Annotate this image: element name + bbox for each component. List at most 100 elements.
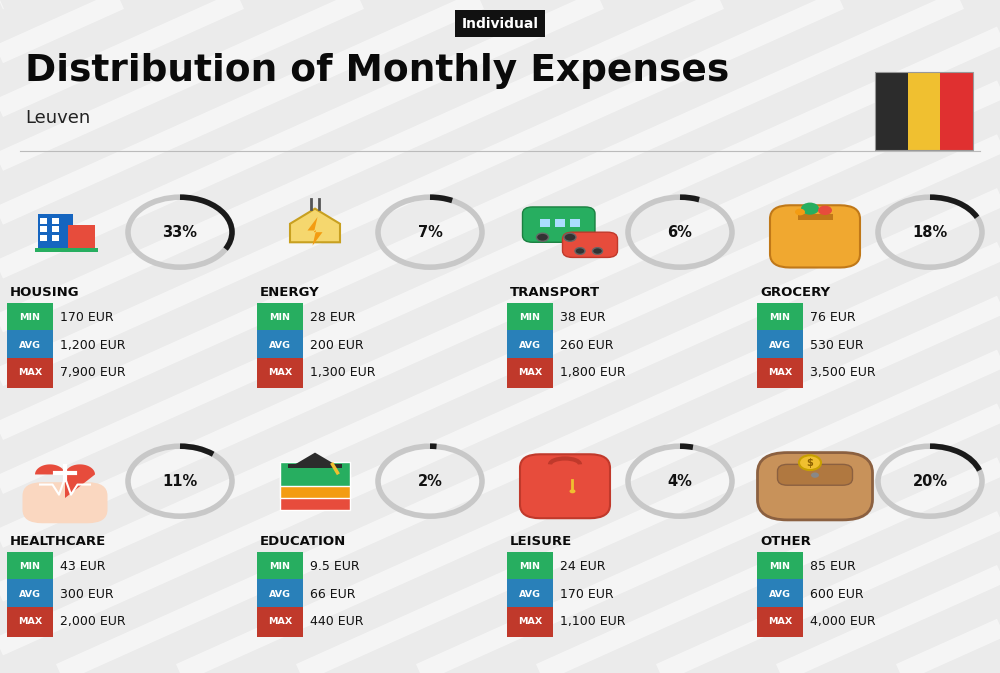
FancyBboxPatch shape: [7, 303, 53, 332]
Text: 200 EUR: 200 EUR: [310, 339, 364, 352]
Text: 4,000 EUR: 4,000 EUR: [810, 615, 876, 629]
Text: HEALTHCARE: HEALTHCARE: [10, 535, 106, 548]
Text: MIN: MIN: [270, 313, 290, 322]
Text: 38 EUR: 38 EUR: [560, 311, 606, 324]
Text: MAX: MAX: [768, 368, 792, 378]
Text: 300 EUR: 300 EUR: [60, 588, 114, 601]
FancyBboxPatch shape: [540, 219, 550, 227]
Text: 20%: 20%: [912, 474, 948, 489]
Text: 170 EUR: 170 EUR: [560, 588, 614, 601]
Text: 260 EUR: 260 EUR: [560, 339, 614, 352]
Text: AVG: AVG: [269, 590, 291, 599]
Text: MAX: MAX: [268, 368, 292, 378]
Text: MIN: MIN: [19, 313, 40, 322]
Text: AVG: AVG: [519, 341, 541, 350]
FancyBboxPatch shape: [257, 552, 303, 581]
Polygon shape: [290, 209, 340, 242]
Circle shape: [795, 209, 805, 215]
Text: MAX: MAX: [768, 617, 792, 627]
FancyBboxPatch shape: [22, 482, 108, 524]
Text: 11%: 11%: [162, 474, 198, 489]
FancyBboxPatch shape: [280, 474, 350, 498]
Text: 7%: 7%: [418, 225, 442, 240]
Text: AVG: AVG: [769, 590, 791, 599]
Circle shape: [801, 203, 819, 215]
FancyBboxPatch shape: [522, 207, 595, 242]
FancyBboxPatch shape: [7, 607, 53, 637]
Text: 76 EUR: 76 EUR: [810, 311, 856, 324]
Text: AVG: AVG: [269, 341, 291, 350]
Text: AVG: AVG: [519, 590, 541, 599]
FancyBboxPatch shape: [757, 358, 803, 388]
FancyBboxPatch shape: [757, 607, 803, 637]
Text: ENERGY: ENERGY: [260, 286, 320, 299]
Text: MIN: MIN: [770, 562, 790, 571]
Text: MAX: MAX: [18, 368, 42, 378]
Text: MAX: MAX: [518, 617, 542, 627]
Text: 3,500 EUR: 3,500 EUR: [810, 366, 876, 380]
FancyBboxPatch shape: [280, 485, 350, 510]
FancyBboxPatch shape: [507, 552, 553, 581]
Circle shape: [564, 233, 576, 242]
Text: MAX: MAX: [268, 617, 292, 627]
Text: Leuven: Leuven: [25, 109, 90, 127]
FancyBboxPatch shape: [757, 552, 803, 581]
FancyBboxPatch shape: [7, 330, 53, 360]
Circle shape: [536, 233, 548, 242]
Text: 1,100 EUR: 1,100 EUR: [560, 615, 626, 629]
Text: 24 EUR: 24 EUR: [560, 560, 606, 573]
Bar: [875, 73, 973, 150]
FancyBboxPatch shape: [507, 358, 553, 388]
Circle shape: [818, 206, 832, 215]
Text: MIN: MIN: [770, 313, 790, 322]
Text: 6%: 6%: [668, 225, 692, 240]
Text: 2%: 2%: [418, 474, 442, 489]
FancyBboxPatch shape: [562, 232, 617, 257]
FancyBboxPatch shape: [555, 219, 565, 227]
Text: LEISURE: LEISURE: [510, 535, 572, 548]
FancyBboxPatch shape: [257, 358, 303, 388]
FancyBboxPatch shape: [280, 462, 350, 486]
Text: 18%: 18%: [912, 225, 948, 240]
FancyBboxPatch shape: [875, 73, 908, 150]
Text: TRANSPORT: TRANSPORT: [510, 286, 600, 299]
FancyBboxPatch shape: [40, 234, 47, 241]
FancyBboxPatch shape: [940, 73, 973, 150]
Polygon shape: [35, 464, 95, 498]
Circle shape: [811, 472, 819, 478]
FancyBboxPatch shape: [7, 552, 53, 581]
FancyBboxPatch shape: [257, 303, 303, 332]
Text: AVG: AVG: [769, 341, 791, 350]
Text: 600 EUR: 600 EUR: [810, 588, 864, 601]
Text: MIN: MIN: [19, 562, 40, 571]
Text: 43 EUR: 43 EUR: [60, 560, 106, 573]
FancyBboxPatch shape: [798, 214, 832, 221]
FancyBboxPatch shape: [52, 226, 59, 232]
Text: 85 EUR: 85 EUR: [810, 560, 856, 573]
Text: 9.5 EUR: 9.5 EUR: [310, 560, 360, 573]
Circle shape: [575, 248, 585, 254]
Text: Individual: Individual: [462, 17, 538, 30]
FancyBboxPatch shape: [757, 579, 803, 609]
Text: 2,000 EUR: 2,000 EUR: [60, 615, 126, 629]
Text: Distribution of Monthly Expenses: Distribution of Monthly Expenses: [25, 52, 729, 89]
FancyBboxPatch shape: [778, 464, 852, 485]
Text: MAX: MAX: [18, 617, 42, 627]
FancyBboxPatch shape: [7, 579, 53, 609]
FancyBboxPatch shape: [257, 330, 303, 360]
FancyBboxPatch shape: [38, 214, 72, 250]
FancyBboxPatch shape: [52, 234, 59, 241]
Text: 4%: 4%: [668, 474, 692, 489]
Text: MIN: MIN: [520, 313, 540, 322]
FancyBboxPatch shape: [507, 579, 553, 609]
FancyBboxPatch shape: [40, 218, 47, 224]
FancyBboxPatch shape: [40, 226, 47, 232]
Text: AVG: AVG: [19, 590, 41, 599]
Text: GROCERY: GROCERY: [760, 286, 830, 299]
FancyBboxPatch shape: [52, 218, 59, 224]
FancyBboxPatch shape: [257, 607, 303, 637]
Text: $: $: [807, 458, 813, 468]
Text: 530 EUR: 530 EUR: [810, 339, 864, 352]
Text: MAX: MAX: [518, 368, 542, 378]
Text: 7,900 EUR: 7,900 EUR: [60, 366, 126, 380]
